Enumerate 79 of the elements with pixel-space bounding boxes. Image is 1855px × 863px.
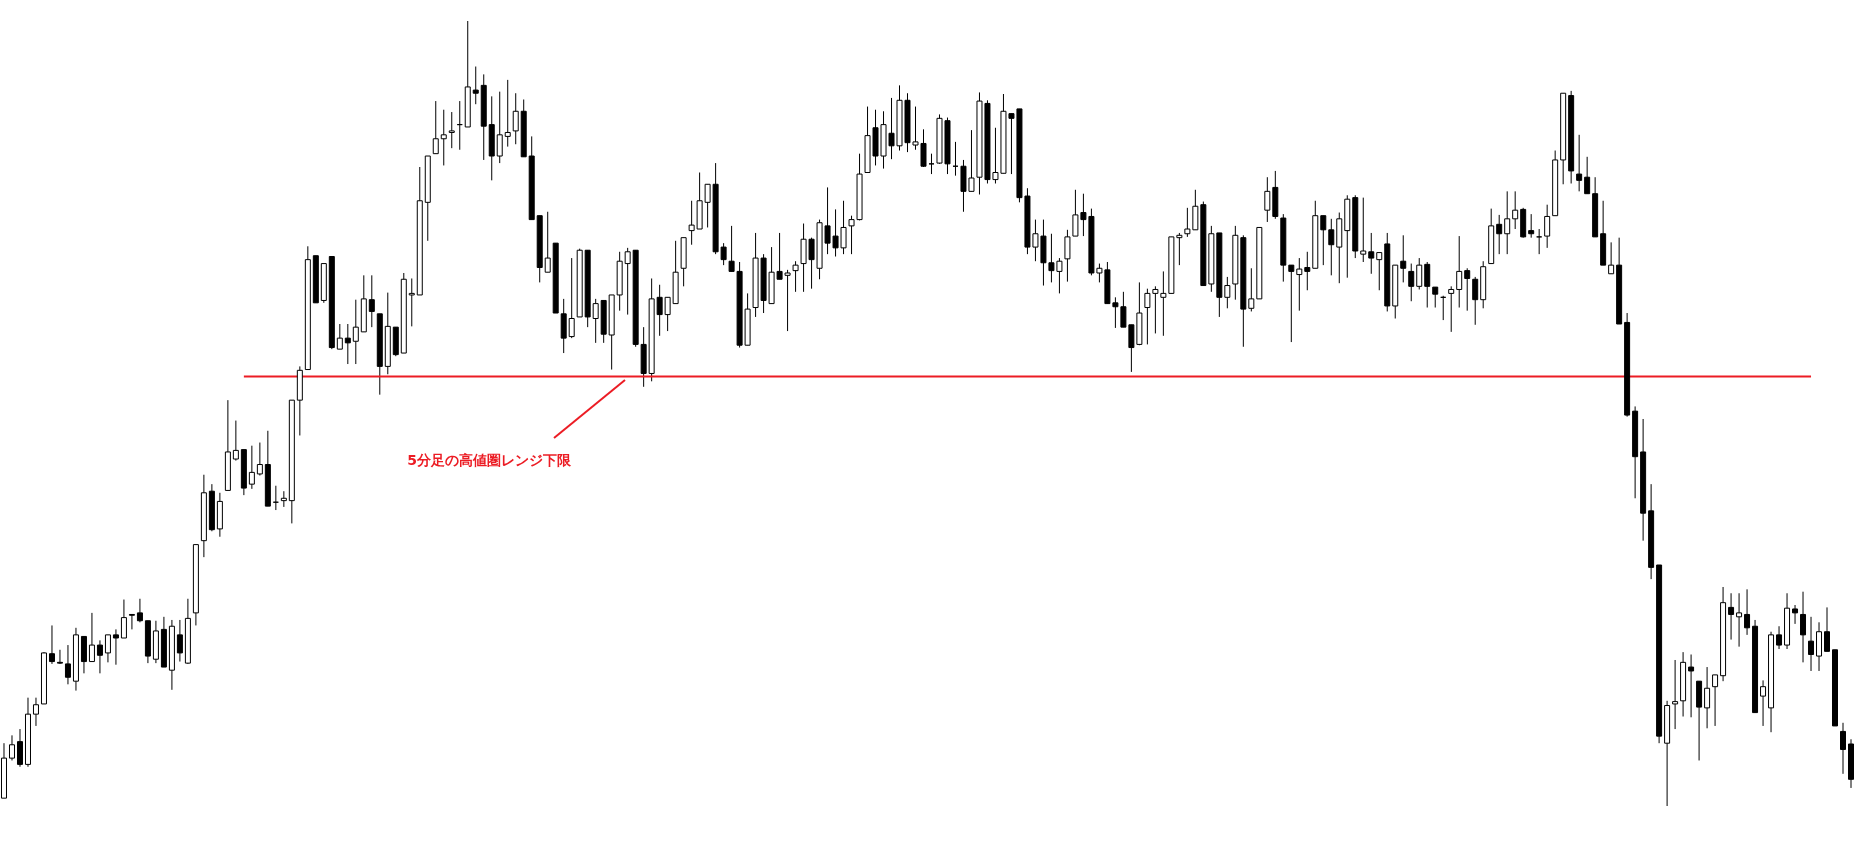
candlestick: [1296, 257, 1303, 312]
candlestick: [1792, 604, 1799, 625]
candlestick: [1584, 156, 1591, 195]
candlestick: [1328, 218, 1335, 276]
candlestick: [544, 211, 551, 273]
candlestick: [1448, 285, 1455, 333]
candlestick: [256, 442, 263, 477]
candlestick: [112, 628, 119, 666]
candlestick: [64, 644, 71, 685]
candlestick: [1728, 592, 1735, 641]
candlestick: [440, 109, 447, 166]
candlestick: [1472, 276, 1479, 326]
candlestick: [496, 91, 503, 164]
candlestick: [1712, 674, 1719, 727]
candlestick: [1824, 606, 1831, 652]
candlestick: [1360, 197, 1367, 263]
candlestick: [176, 619, 183, 663]
candlestick: [1400, 234, 1407, 283]
candlestick: [352, 299, 359, 365]
candlestick: [472, 66, 479, 105]
candlestick: [1288, 264, 1295, 343]
candlestick: [1536, 228, 1543, 255]
candlestick: [1704, 666, 1711, 729]
candlestick: [1408, 263, 1415, 302]
candlestick: [104, 634, 111, 663]
candlestick: [1744, 588, 1751, 636]
candlestick: [1800, 591, 1807, 663]
candlestick: [448, 111, 455, 149]
candlestick: [128, 613, 135, 630]
candlestick: [1376, 252, 1383, 291]
candlestick: [512, 92, 519, 145]
candlestick: [32, 697, 39, 727]
candlestick: [48, 624, 55, 665]
candlestick: [504, 79, 511, 148]
annotation: 5分足の高値圏レンジ下限: [407, 452, 572, 468]
candlestick: [96, 639, 103, 674]
candlestick: [1368, 232, 1375, 275]
candlestick: [1456, 235, 1463, 309]
candlestick: [1576, 134, 1583, 192]
candlestick: [368, 274, 375, 328]
candlestick: [568, 257, 575, 339]
candlestick: [1464, 267, 1471, 312]
candlestick: [1528, 213, 1535, 239]
candlestick: [1496, 214, 1503, 255]
candlestick: [624, 247, 631, 316]
candlestick: [120, 599, 127, 639]
candlestick: [1544, 204, 1551, 249]
candlestick: [1248, 267, 1255, 312]
candlestick: [792, 260, 799, 293]
candlestick: [1320, 215, 1327, 266]
candlestick: [1512, 190, 1519, 230]
candlestick: [336, 323, 343, 350]
candlestick: [1504, 190, 1511, 255]
candlestick: [1264, 176, 1271, 223]
candlestick: [1608, 241, 1615, 275]
candlestick: [1688, 653, 1695, 718]
candlestick: [1424, 261, 1431, 309]
candlestick: [16, 728, 23, 768]
candlestick: [1672, 659, 1679, 730]
candlestick: [1840, 722, 1847, 775]
candlestick: [1808, 616, 1815, 672]
candlestick: [432, 100, 439, 155]
candlestick: [1224, 276, 1231, 309]
candlestick: [56, 649, 63, 665]
candlestick: [1736, 592, 1743, 648]
candlestick: [928, 153, 935, 175]
candlestick: [1416, 257, 1423, 290]
candlestick: [344, 323, 351, 365]
candlestick: [136, 598, 143, 623]
candlestick: [1776, 625, 1783, 650]
candlestick: [232, 420, 239, 462]
candlestick: [592, 298, 599, 344]
candlestick: [408, 277, 415, 327]
candlestick: [1432, 286, 1439, 309]
candlestick: [1760, 679, 1767, 727]
candlestick: [88, 612, 95, 663]
candlestick: [1304, 251, 1311, 291]
candlestick: [8, 734, 15, 761]
candlestick: [248, 445, 255, 490]
